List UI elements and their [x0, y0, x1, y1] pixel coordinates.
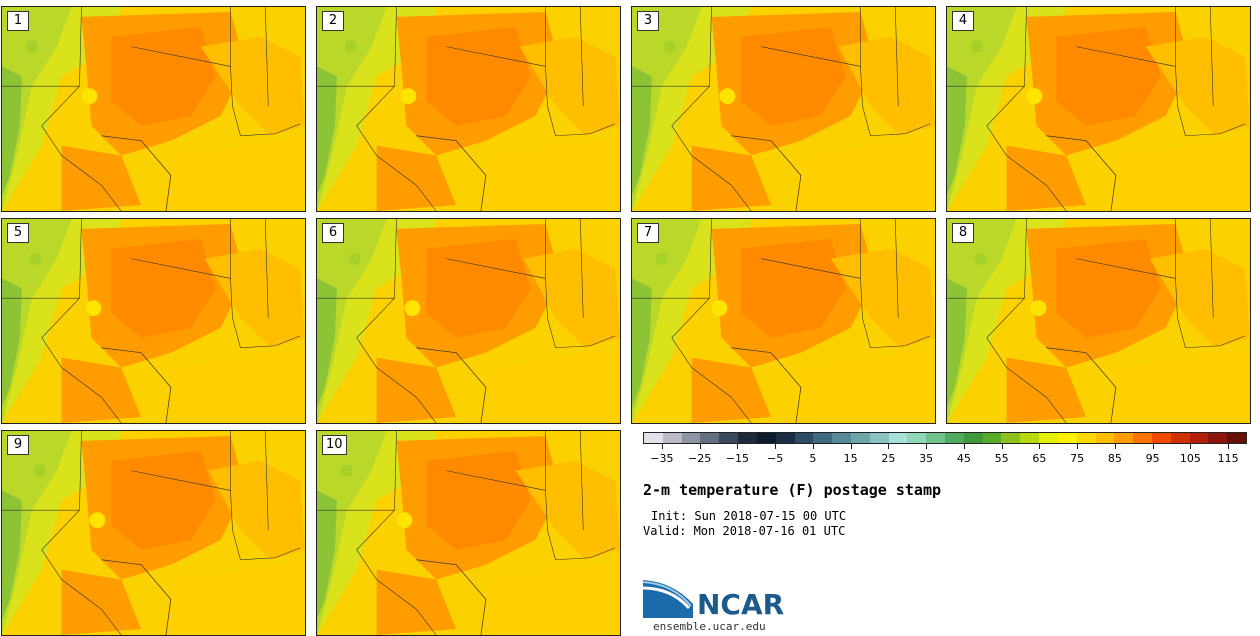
- member-label: 5: [7, 223, 29, 243]
- member-label: 1: [7, 11, 29, 31]
- colorbar-tick-label: 25: [881, 452, 896, 465]
- colorbar-tick: [699, 444, 701, 449]
- temperature-colorbar: [643, 432, 1247, 444]
- colorbar-swatch: [1114, 433, 1134, 443]
- init-time: Init: Sun 2018-07-15 00 UTC: [651, 509, 847, 523]
- colorbar-swatch: [1208, 433, 1228, 443]
- colorbar-tick-label: 75: [1070, 452, 1085, 465]
- colorbar-swatch: [832, 433, 851, 443]
- colorbar-tick: [1152, 444, 1154, 449]
- colorbar-swatch: [700, 433, 720, 443]
- colorbar-tick-label: 95: [1145, 452, 1160, 465]
- member-panel-4: 4: [946, 6, 1251, 212]
- colorbar-swatch: [1020, 433, 1040, 443]
- colorbar-tick: [1039, 444, 1041, 449]
- colorbar-tick-label: 105: [1179, 452, 1201, 465]
- member-label: 9: [7, 435, 29, 455]
- colorbar-swatch: [1151, 433, 1171, 443]
- colorbar-tick: [1114, 444, 1116, 449]
- colorbar-tick: [850, 444, 852, 449]
- colorbar-tick: [1077, 444, 1079, 449]
- member-panel-7: 7: [631, 218, 936, 424]
- colorbar-swatch: [850, 433, 870, 443]
- colorbar-tick-label: 35: [919, 452, 934, 465]
- colorbar-swatch: [719, 433, 739, 443]
- colorbar-tick-label: −25: [688, 452, 712, 465]
- colorbar-swatch: [982, 433, 1002, 443]
- colorbar-swatch: [775, 433, 795, 443]
- colorbar-tick-label: −15: [725, 452, 749, 465]
- colorbar-swatch: [1227, 433, 1246, 443]
- colorbar-swatch: [681, 433, 701, 443]
- valid-time: Valid: Mon 2018-07-16 01 UTC: [643, 524, 846, 538]
- member-label: 8: [952, 223, 974, 243]
- member-label: 3: [637, 11, 659, 31]
- ensemble-url: ensemble.ucar.edu: [653, 620, 766, 633]
- colorbar-swatch: [1039, 433, 1058, 443]
- colorbar-tick-label: 115: [1217, 452, 1239, 465]
- member-panel-1: 1: [1, 6, 306, 212]
- ncar-logo-icon: [643, 580, 693, 618]
- colorbar-swatch: [756, 433, 776, 443]
- colorbar-swatch: [888, 433, 908, 443]
- member-label: 4: [952, 11, 974, 31]
- colorbar-tick: [926, 444, 928, 449]
- colorbar-swatch: [738, 433, 757, 443]
- colorbar-swatch: [662, 433, 682, 443]
- colorbar-swatch: [926, 433, 945, 443]
- colorbar-tick: [1001, 444, 1003, 449]
- colorbar-swatch: [1189, 433, 1209, 443]
- colorbar-swatch: [907, 433, 927, 443]
- colorbar-swatch: [945, 433, 964, 443]
- colorbar-swatch: [1057, 433, 1077, 443]
- member-panel-9: 9: [1, 430, 306, 636]
- colorbar-swatch: [869, 433, 889, 443]
- colorbar-tick: [812, 444, 814, 449]
- member-panel-3: 3: [631, 6, 936, 212]
- colorbar-tick: [888, 444, 890, 449]
- colorbar-swatch: [1076, 433, 1096, 443]
- colorbar-tick: [661, 444, 663, 449]
- member-panel-6: 6: [316, 218, 621, 424]
- colorbar-tick: [1228, 444, 1230, 449]
- colorbar-tick-label: 55: [994, 452, 1009, 465]
- member-panel-8: 8: [946, 218, 1251, 424]
- member-label: 7: [637, 223, 659, 243]
- colorbar-swatch: [1170, 433, 1190, 443]
- member-panel-10: 10: [316, 430, 621, 636]
- colorbar-tick-label: 45: [956, 452, 971, 465]
- colorbar-tick: [963, 444, 965, 449]
- member-label: 6: [322, 223, 344, 243]
- colorbar-tick: [1190, 444, 1192, 449]
- colorbar-tick: [737, 444, 739, 449]
- colorbar-swatch: [813, 433, 833, 443]
- colorbar-ticks: −35 −25 −15 −5 5 15 25 35 45 55 65 75 85 95 105 115: [643, 444, 1247, 465]
- member-panel-2: 2: [316, 6, 621, 212]
- colorbar-swatch: [1133, 433, 1152, 443]
- colorbar-swatch: [963, 433, 983, 443]
- colorbar-swatch: [1001, 433, 1021, 443]
- colorbar-tick-label: 85: [1107, 452, 1122, 465]
- colorbar-tick: [775, 444, 777, 449]
- ncar-logo-text: NCAR: [697, 588, 785, 621]
- colorbar-swatch: [794, 433, 814, 443]
- figure-title: 2-m temperature (F) postage stamp: [643, 481, 942, 499]
- member-label: 10: [322, 435, 347, 455]
- member-label: 2: [322, 11, 344, 31]
- colorbar-swatch: [644, 433, 663, 443]
- member-panel-5: 5: [1, 218, 306, 424]
- colorbar-tick-label: −35: [650, 452, 674, 465]
- colorbar-tick-label: 65: [1032, 452, 1047, 465]
- colorbar-tick-label: −5: [767, 452, 784, 465]
- colorbar-tick-label: 5: [809, 452, 817, 465]
- colorbar-tick-label: 15: [843, 452, 858, 465]
- colorbar-swatch: [1095, 433, 1115, 443]
